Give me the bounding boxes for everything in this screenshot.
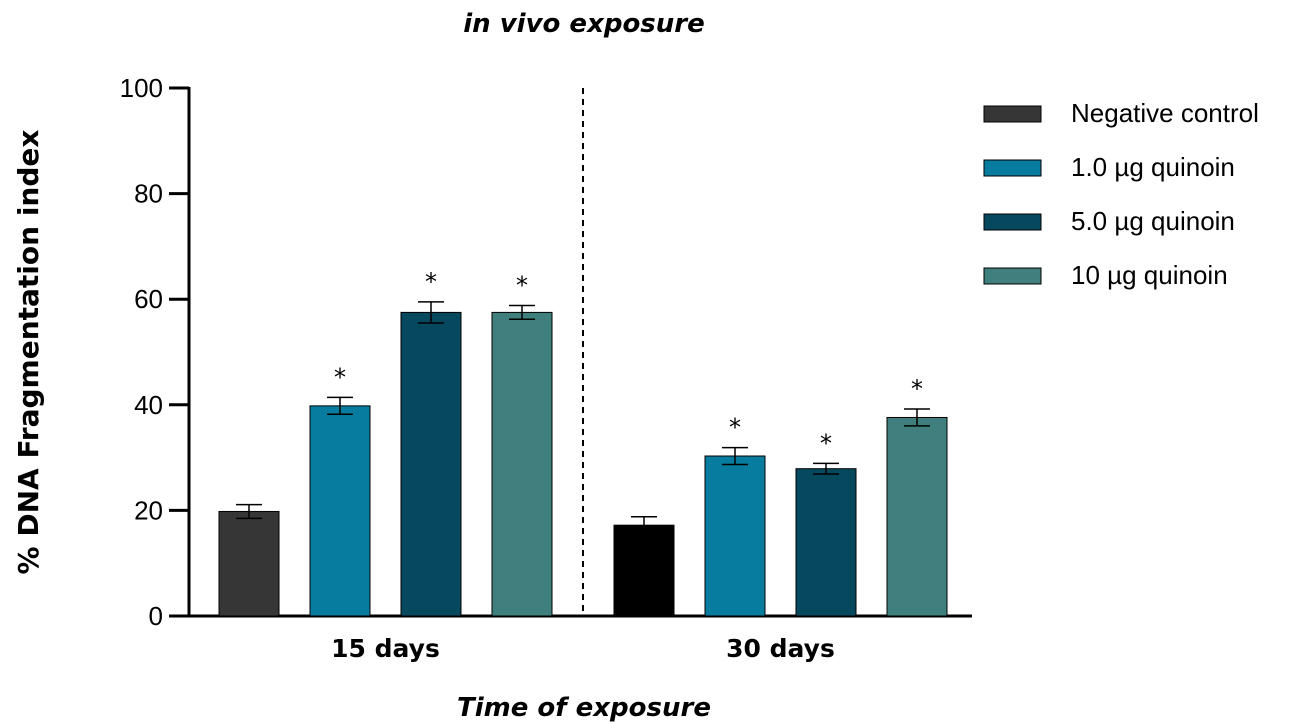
y-tick-label: 100 [120,73,163,103]
legend-label: 5.0 µg quinoin [1071,206,1235,236]
legend: Negative control 1.0 µg quinoin 5.0 µg qui… [983,98,1259,290]
y-tick-label: 80 [134,179,163,209]
significance-marker: * [911,375,923,403]
plot-area: 0 20 40 60 80 100 * * * 15 days * * * 30 days [120,73,972,663]
bar [309,405,371,617]
legend-label: 10 µg quinoin [1071,260,1228,290]
y-tick-label: 0 [149,601,163,631]
significance-marker: * [334,363,346,391]
legend-swatch [983,213,1042,231]
x-category-label: 15 days [331,634,440,663]
significance-marker: * [820,429,832,457]
bar [400,311,462,617]
legend-label: 1.0 µg quinoin [1071,152,1235,182]
y-tick-label: 40 [134,390,163,420]
significance-marker: * [729,414,741,442]
bar [886,416,948,617]
legend-label: Negative control [1071,98,1259,128]
significance-marker: * [516,272,528,300]
y-axis-label: % DNA Fragmentation index [12,130,45,575]
chart-title: in vivo exposure [463,9,705,39]
legend-swatch [983,267,1042,285]
y-tick-label: 20 [134,495,163,525]
legend-swatch [983,105,1042,123]
bar [704,455,766,617]
y-tick-label: 60 [134,284,163,314]
significance-marker: * [425,268,437,296]
bar [795,468,857,617]
bar [613,524,675,617]
x-category-label: 30 days [726,634,835,663]
x-axis-label: Time of exposure [457,693,711,722]
bar [491,311,553,617]
legend-swatch [983,159,1042,177]
bar [218,510,280,617]
